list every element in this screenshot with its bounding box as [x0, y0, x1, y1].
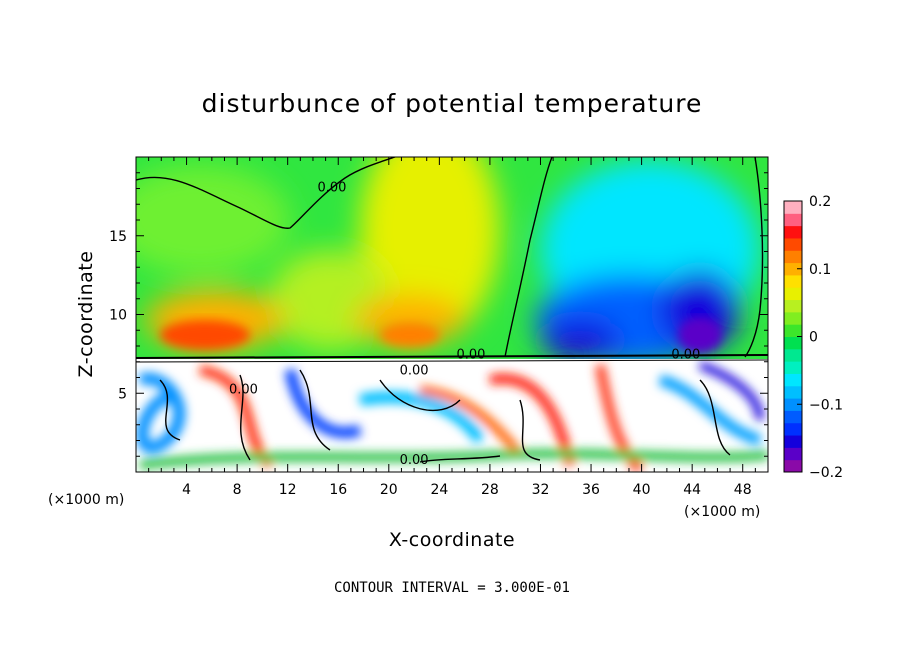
contour-label: 0.00	[400, 453, 429, 468]
x-tick-label: 24	[430, 482, 448, 498]
colorbar-swatch	[784, 336, 802, 350]
x-axis-ticks: 4 8 12 16 20 24 28 32 36 40 44 48	[148, 157, 756, 498]
colorbar-tick-label: −0.2	[809, 465, 843, 481]
colorbar-tick-label: −0.1	[809, 397, 843, 413]
colorbar-tick-label: 0.1	[809, 262, 831, 278]
colorbar-swatch	[784, 262, 802, 276]
colorbar-tick-label: 0.2	[809, 194, 831, 210]
colorbar-swatch	[784, 324, 802, 337]
colorbar-swatch	[784, 274, 802, 288]
colorbar-swatch	[784, 435, 802, 448]
x-unit-left: (×1000 m)	[48, 492, 124, 508]
x-tick-label: 32	[532, 482, 550, 498]
contour-label: 0.00	[317, 181, 346, 196]
colorbar-swatch	[784, 237, 802, 251]
colorbar-swatch	[784, 459, 802, 473]
colorbar	[784, 201, 802, 473]
x-tick-label: 16	[329, 482, 347, 498]
contour-label: 0.00	[671, 348, 700, 363]
y-tick-label: 10	[109, 308, 127, 324]
colorbar-ticks: 0.2 0.1 0 −0.1 −0.2	[797, 194, 843, 481]
colorbar-swatch	[784, 250, 802, 264]
x-tick-label: 44	[683, 482, 701, 498]
y-tick-label: 5	[118, 386, 127, 402]
contour-interval-note: CONTOUR INTERVAL = 3.000E-01	[334, 580, 570, 596]
colorbar-swatch	[784, 385, 802, 399]
contour-label: 0.00	[229, 382, 258, 397]
colorbar-swatch	[784, 361, 802, 374]
heatmap-field	[136, 157, 768, 472]
colorbar-swatch	[784, 410, 802, 424]
x-tick-label: 36	[582, 482, 600, 498]
colorbar-swatch	[784, 287, 802, 301]
x-tick-label: 28	[481, 482, 499, 498]
colorbar-swatch	[784, 422, 802, 436]
x-tick-label: 48	[734, 482, 752, 498]
colorbar-swatch	[784, 348, 802, 362]
x-tick-label: 20	[380, 482, 398, 498]
x-tick-label: 12	[279, 482, 297, 498]
y-axis-label: Z-coordinate	[75, 251, 97, 378]
colorbar-swatch	[784, 299, 802, 313]
colorbar-swatch	[784, 225, 802, 239]
colorbar-tick-label: 0	[809, 330, 818, 346]
colorbar-swatch	[784, 373, 802, 387]
contour-label: 0.00	[456, 348, 485, 363]
colorbar-swatch	[784, 201, 802, 214]
x-tick-label: 4	[182, 482, 191, 498]
contour-labels: 0.00 0.00 0.00 0.00 0.00 0.00	[229, 181, 700, 468]
x-tick-label: 8	[233, 482, 242, 498]
x-unit-right: (×1000 m)	[684, 504, 760, 520]
x-axis-label: X-coordinate	[389, 529, 515, 551]
chart-title: disturbunce of potential temperature	[202, 89, 703, 118]
colorbar-swatch	[784, 213, 802, 227]
x-tick-label: 40	[633, 482, 651, 498]
contour-label: 0.00	[400, 363, 429, 378]
colorbar-swatch	[784, 398, 802, 411]
y-axis-ticks: 5 10 15	[109, 172, 768, 457]
y-tick-label: 15	[109, 229, 127, 245]
colorbar-swatch	[784, 447, 802, 461]
colorbar-swatch	[784, 311, 802, 325]
